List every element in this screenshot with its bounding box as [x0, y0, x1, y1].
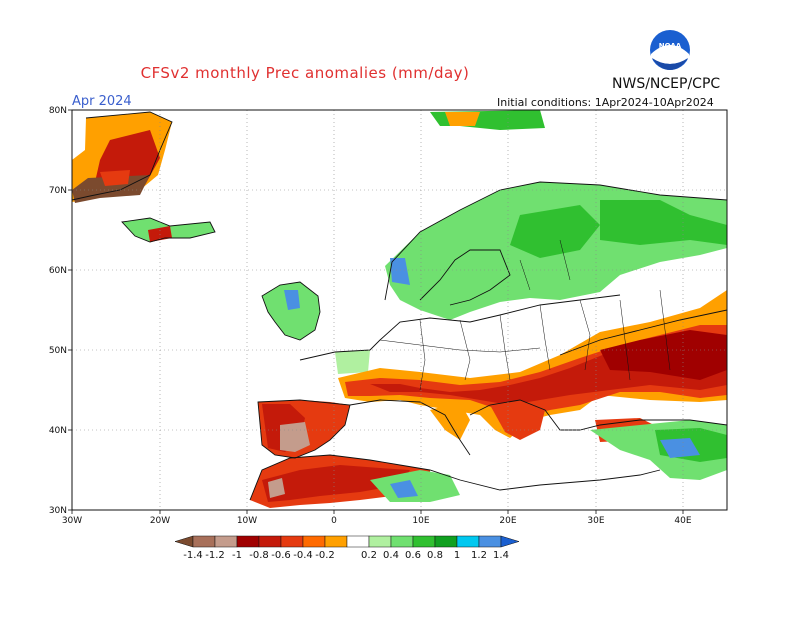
lat-tick-label: 30N: [49, 506, 67, 516]
colorbar-swatch: [434, 535, 458, 548]
lat-tick-label: 80N: [49, 106, 67, 116]
colorbar-label: 1: [454, 550, 460, 561]
lat-tick-label: 70N: [49, 186, 67, 196]
month-label: Apr 2024: [72, 94, 132, 109]
lon-tick-label: 10W: [237, 516, 257, 526]
agency-label: NWS/NCEP/CPC: [612, 76, 721, 92]
colorbar-label: 0.6: [405, 550, 421, 561]
lon-tick-label: 30E: [587, 516, 604, 526]
axis-ticks: [68, 109, 684, 514]
lon-tick-label: 20W: [150, 516, 170, 526]
lat-tick-label: 50N: [49, 346, 67, 356]
country-borders: [379, 239, 671, 391]
noaa-logo-icon: NOAA: [650, 30, 690, 70]
colorbar-label: 0.4: [383, 550, 399, 561]
lon-tick-label: 40E: [674, 516, 691, 526]
lon-tick-label: 30W: [62, 516, 82, 526]
colorbar-label: -0.8: [249, 550, 269, 561]
colorbar-swatch: [390, 535, 414, 548]
colorbar-swatch: [214, 535, 238, 548]
lat-tick-label: 60N: [49, 266, 67, 276]
colorbar-swatch: [346, 535, 370, 548]
colorbar-label: 1.4: [493, 550, 509, 561]
graticule: [72, 110, 727, 510]
colorbar-swatch: [192, 535, 216, 548]
colorbar-swatch: [258, 535, 282, 548]
lon-tick-label: 10E: [412, 516, 429, 526]
colorbar-swatch: [236, 535, 260, 548]
colorbar-swatch: [302, 535, 326, 548]
lon-tick-label: 0: [331, 516, 337, 526]
colorbar-label: 1.2: [471, 550, 487, 561]
colorbar-min-arrow: [174, 535, 194, 548]
colorbar-label: -0.6: [271, 550, 291, 561]
colorbar-label: 0.2: [361, 550, 377, 561]
colorbar-label: 0.8: [427, 550, 443, 561]
initial-conditions-label: Initial conditions: 1Apr2024-10Apr2024: [497, 96, 714, 109]
colorbar-max-arrow: [500, 535, 520, 548]
colorbar-label: -0.4: [293, 550, 313, 561]
colorbar-swatch: [324, 535, 348, 548]
map-title: CFSv2 monthly Prec anomalies (mm/day): [140, 64, 470, 82]
map-frame: [71, 109, 728, 511]
colorbar-label: -1.4: [183, 550, 203, 561]
colorbar-label: -1.2: [205, 550, 225, 561]
lat-tick-label: 40N: [49, 426, 67, 436]
colorbar-swatch: [412, 535, 436, 548]
lon-tick-label: 20E: [499, 516, 516, 526]
colorbar: -1.4 -1.2 -1 -0.8 -0.6 -0.4 -0.2 0.2 0.4 0.6 0.8 1 1…: [174, 535, 520, 561]
svg-text:NOAA: NOAA: [659, 42, 682, 50]
colorbar-swatch: [478, 535, 502, 548]
anomaly-shading: [72, 110, 727, 508]
colorbar-swatch: [456, 535, 480, 548]
colorbar-swatch: [368, 535, 392, 548]
colorbar-swatch: [280, 535, 304, 548]
colorbar-label: -1: [232, 550, 242, 561]
colorbar-label: -0.2: [315, 550, 335, 561]
